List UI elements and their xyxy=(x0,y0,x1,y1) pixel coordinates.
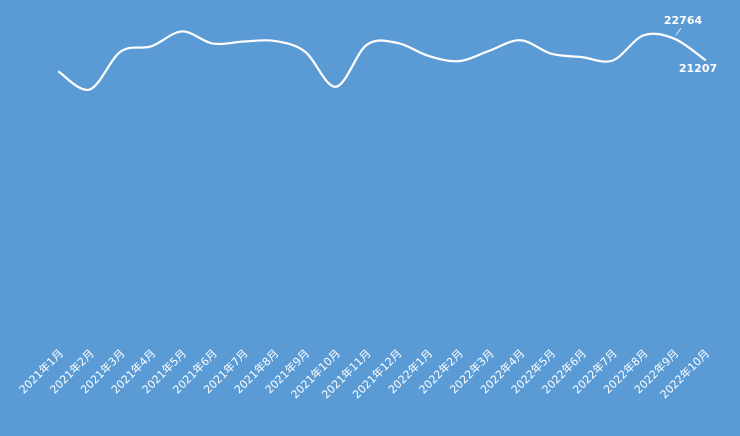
data-point xyxy=(242,40,246,44)
data-point xyxy=(272,39,276,43)
data-point xyxy=(672,37,676,41)
drop-lines xyxy=(58,31,706,340)
data-label: 21207 xyxy=(679,62,717,75)
data-point xyxy=(149,44,153,48)
series-line xyxy=(57,30,707,91)
data-point xyxy=(488,49,492,53)
data-point xyxy=(88,88,92,92)
data-point xyxy=(57,70,61,74)
data-point xyxy=(365,43,369,47)
data-point xyxy=(334,85,338,89)
data-point xyxy=(303,50,307,54)
data-point xyxy=(119,50,123,54)
data-labels: 22764 21207 xyxy=(664,14,717,75)
data-label: 22764 xyxy=(664,14,703,27)
data-point xyxy=(518,38,522,42)
x-axis-tick-labels: 2021年1月2021年2月2021年3月2021年4月2021年5月2021年… xyxy=(16,346,712,401)
data-point xyxy=(549,52,553,56)
data-point xyxy=(457,59,461,63)
data-point xyxy=(395,41,399,45)
data-point xyxy=(180,29,184,33)
data-point xyxy=(211,42,215,46)
series-group xyxy=(57,29,707,92)
data-point xyxy=(580,55,584,59)
data-point xyxy=(426,54,430,58)
data-point xyxy=(641,33,645,37)
data-point xyxy=(611,58,615,62)
data-label-leader xyxy=(675,27,682,35)
